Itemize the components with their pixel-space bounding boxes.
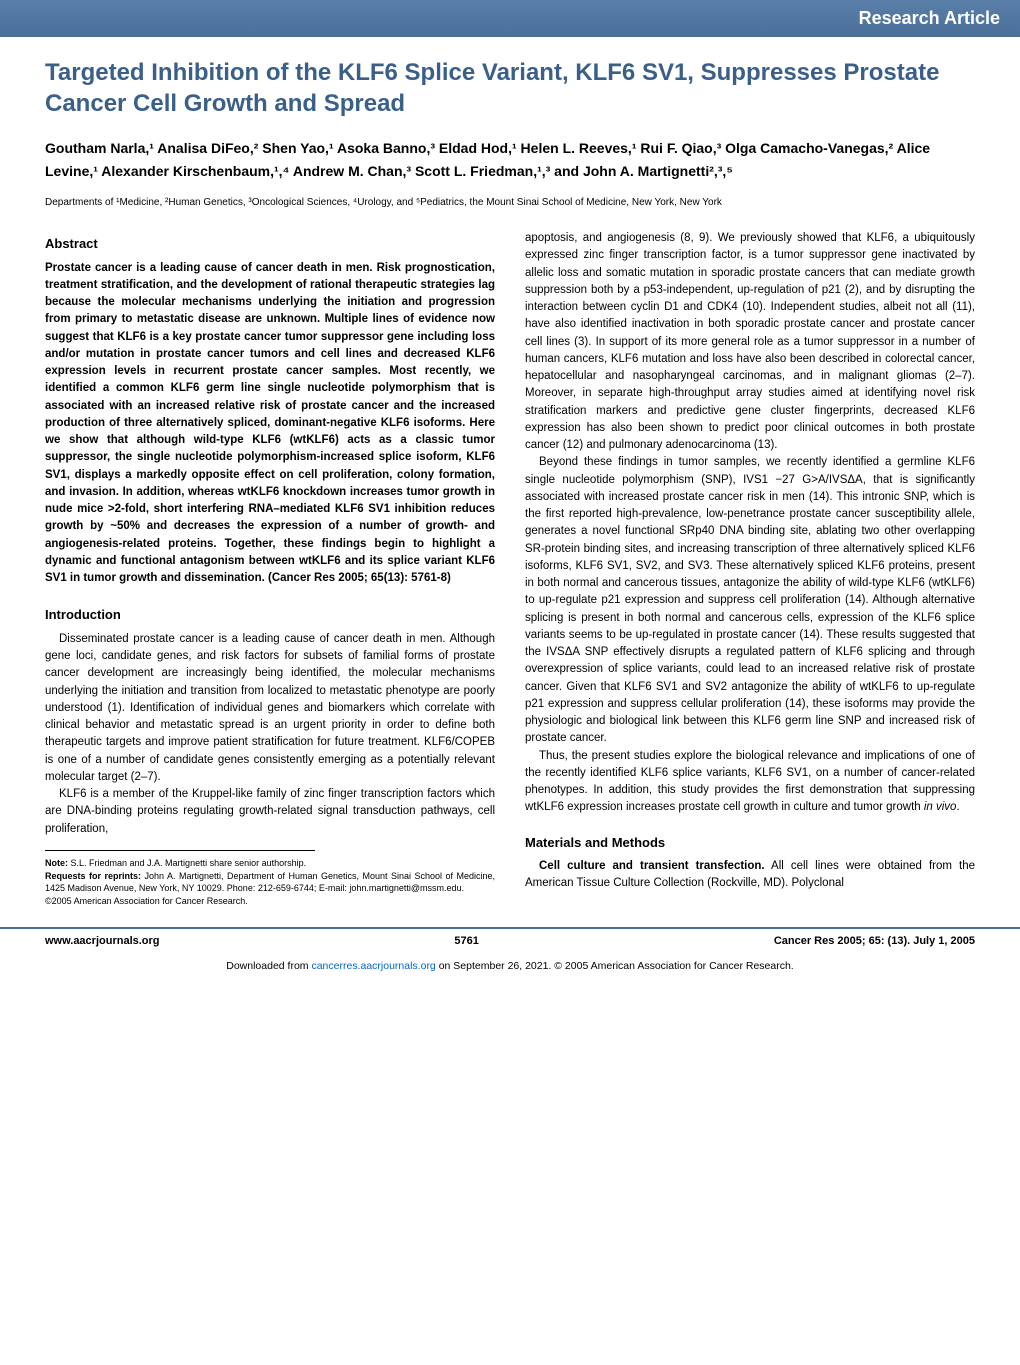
reprints-label: Requests for reprints: (45, 871, 141, 881)
article-title: Targeted Inhibition of the KLF6 Splice V… (45, 57, 975, 119)
introduction-heading: Introduction (45, 605, 495, 625)
download-link[interactable]: cancerres.aacrjournals.org (311, 960, 435, 972)
intro-paragraph-1: Disseminated prostate cancer is a leadin… (45, 631, 495, 786)
affiliations: Departments of ¹Medicine, ²Human Genetic… (45, 196, 975, 210)
footer-right: Cancer Res 2005; 65: (13). July 1, 2005 (774, 935, 975, 947)
materials-run-in: Cell culture and transient transfection. (539, 860, 765, 872)
section-header-bar: Research Article (0, 0, 1020, 37)
author-note: Note: S.L. Friedman and J.A. Martignetti… (45, 857, 495, 870)
intro-paragraph-2: KLF6 is a member of the Kruppel-like fam… (45, 786, 495, 838)
materials-heading: Materials and Methods (525, 833, 975, 853)
right-paragraph-3: Thus, the present studies explore the bi… (525, 748, 975, 817)
footer-left: www.aacrjournals.org (45, 935, 160, 947)
copyright-note: ©2005 American Association for Cancer Re… (45, 895, 495, 908)
abstract-text: Prostate cancer is a leading cause of ca… (45, 260, 495, 588)
right-paragraph-1: apoptosis, and angiogenesis (8, 9). We p… (525, 230, 975, 454)
page-content: Targeted Inhibition of the KLF6 Splice V… (0, 37, 1020, 917)
two-column-body: Abstract Prostate cancer is a leading ca… (45, 230, 975, 907)
author-list: Goutham Narla,¹ Analisa DiFeo,² Shen Yao… (45, 137, 975, 182)
download-note: Downloaded from cancerres.aacrjournals.o… (0, 951, 1020, 990)
reprints-note: Requests for reprints: John A. Martignet… (45, 870, 495, 895)
right-paragraph-2: Beyond these findings in tumor samples, … (525, 454, 975, 747)
footnote-divider (45, 850, 315, 851)
note-text: S.L. Friedman and J.A. Martignetti share… (71, 858, 307, 868)
left-column: Abstract Prostate cancer is a leading ca… (45, 230, 495, 907)
footer-bar: www.aacrjournals.org 5761 Cancer Res 200… (0, 927, 1020, 951)
download-prefix: Downloaded from (226, 960, 311, 972)
right-column: apoptosis, and angiogenesis (8, 9). We p… (525, 230, 975, 907)
abstract-heading: Abstract (45, 234, 495, 254)
footer-page-number: 5761 (160, 935, 774, 947)
note-label: Note: (45, 858, 68, 868)
download-suffix: on September 26, 2021. © 2005 American A… (436, 960, 794, 972)
section-label: Research Article (859, 8, 1000, 28)
materials-paragraph-1: Cell culture and transient transfection.… (525, 858, 975, 893)
